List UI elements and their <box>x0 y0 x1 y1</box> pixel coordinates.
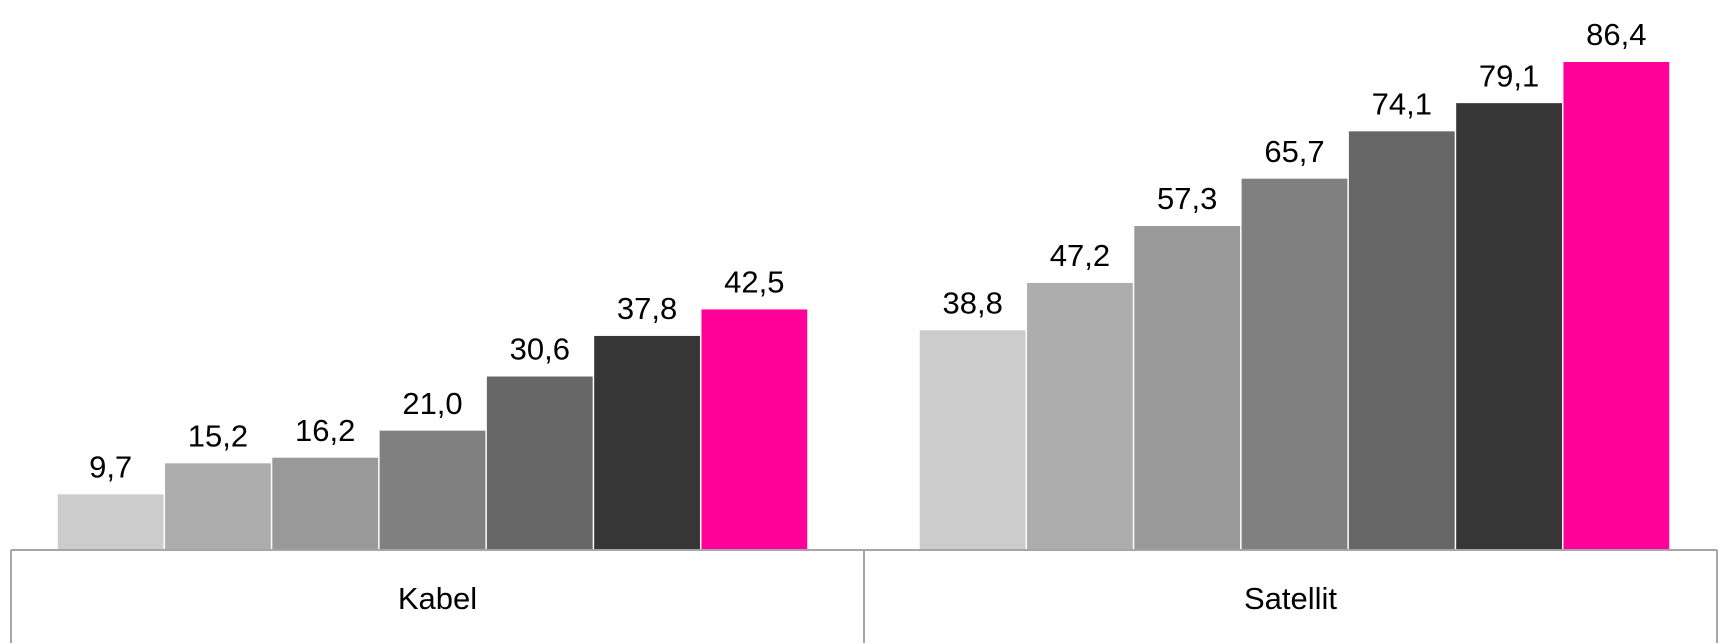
bar <box>165 463 271 549</box>
bar <box>1241 178 1348 550</box>
value-label: 47,2 <box>1050 238 1110 273</box>
bar <box>272 457 379 549</box>
value-label: 79,1 <box>1479 58 1539 93</box>
value-label: 38,8 <box>942 285 1002 320</box>
value-label: 16,2 <box>295 413 355 448</box>
bar <box>594 335 700 549</box>
value-label: 65,7 <box>1264 134 1324 169</box>
value-label: 86,4 <box>1586 17 1646 52</box>
bar <box>486 376 593 549</box>
value-label: 15,2 <box>188 419 248 454</box>
bar <box>1027 282 1133 549</box>
value-label: 57,3 <box>1157 181 1217 216</box>
bar <box>1348 131 1455 549</box>
value-label: 30,6 <box>510 332 570 367</box>
value-label: 9,7 <box>89 450 132 485</box>
value-label: 37,8 <box>617 291 677 326</box>
bar <box>379 430 486 549</box>
category-label: Satellit <box>1244 581 1337 616</box>
value-label: 42,5 <box>724 265 784 300</box>
bar <box>57 494 164 549</box>
value-label: 21,0 <box>402 386 462 421</box>
bar <box>1134 226 1241 550</box>
bar <box>1456 103 1562 550</box>
bar <box>1563 62 1670 549</box>
bar <box>919 330 1026 549</box>
bar <box>701 309 808 549</box>
value-label: 74,1 <box>1372 87 1432 122</box>
category-label: Kabel <box>398 581 477 616</box>
